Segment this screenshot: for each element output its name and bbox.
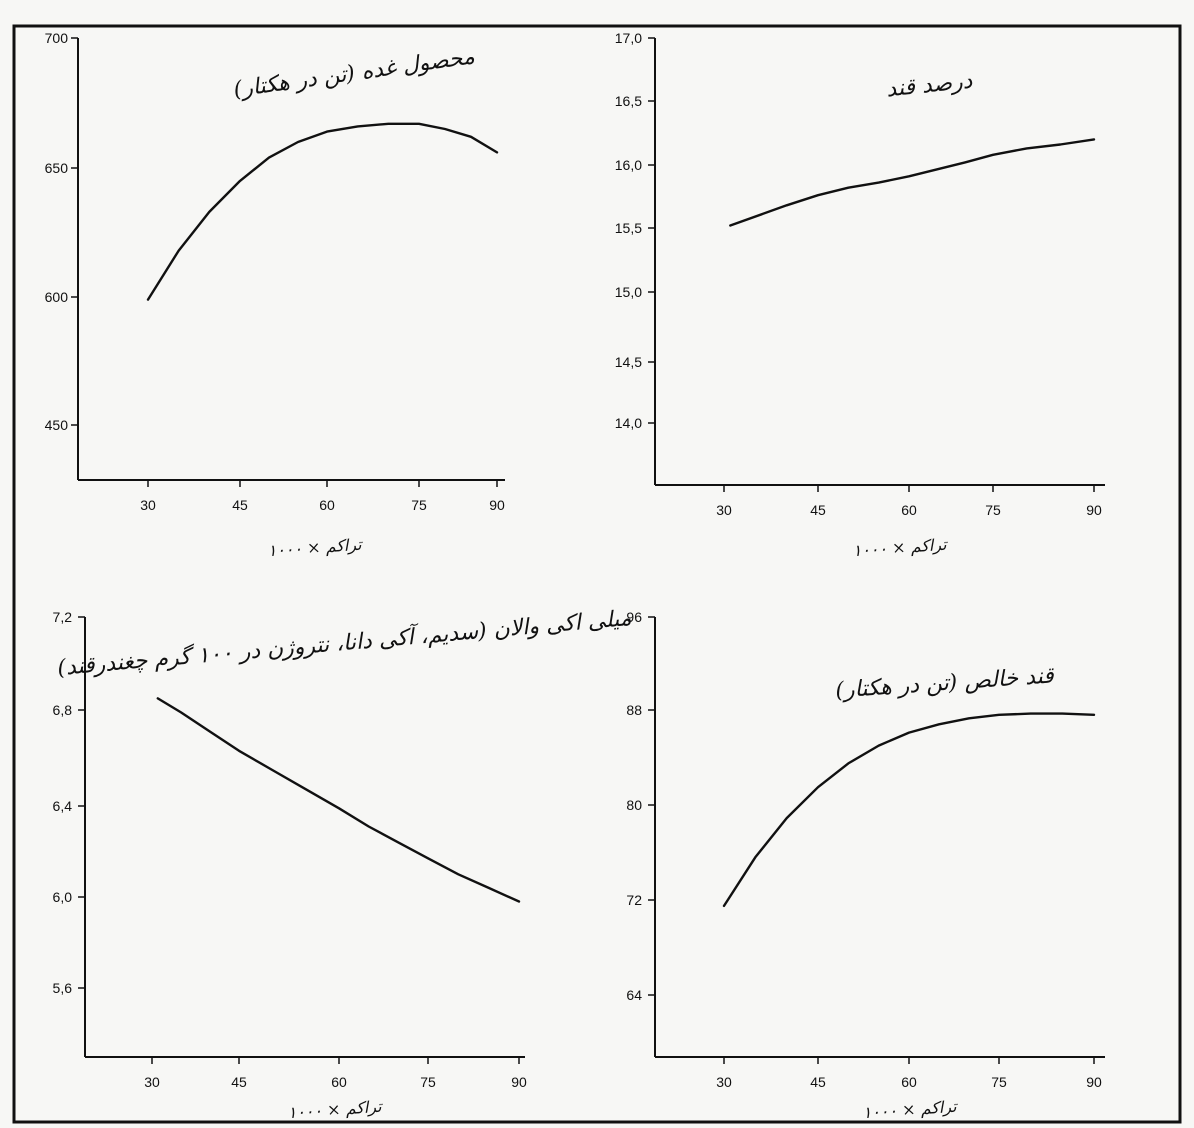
y-tick-label: 600 — [45, 289, 69, 305]
chart-title: درصد قند — [885, 69, 974, 103]
x-axis-label: تراکم × ۱۰۰۰ — [287, 1097, 384, 1123]
x-tick-label: 60 — [331, 1074, 347, 1090]
x-tick-label: 60 — [901, 1074, 917, 1090]
x-tick-label: 30 — [716, 1074, 732, 1090]
chart-title: محصول غده (تن در هکتار) — [232, 44, 476, 103]
series-line — [722, 712, 1096, 908]
page-border — [12, 24, 1182, 1124]
x-tick-label: 75 — [420, 1074, 436, 1090]
x-axis-label: تراکم × ۱۰۰۰ — [852, 535, 949, 561]
y-tick-label: 15,5 — [615, 220, 642, 236]
y-tick-label: 650 — [45, 160, 69, 176]
y-tick-label: 6,4 — [53, 798, 73, 814]
y-tick-label: 64 — [626, 987, 642, 1003]
y-tick-label: 88 — [626, 702, 642, 718]
series-line — [146, 122, 499, 301]
y-tick-label: 80 — [626, 797, 642, 813]
x-tick-label: 90 — [511, 1074, 527, 1090]
y-tick-label: 14,5 — [615, 354, 642, 370]
x-tick-label: 45 — [810, 502, 826, 518]
x-tick-label: 90 — [1086, 1074, 1102, 1090]
chart-panel-1: 450 600 650 700 30 45 60 75 90 محصول غده (تن در ه… — [45, 30, 505, 560]
y-tick-label: 5,6 — [53, 980, 73, 996]
y-tick-label: 6,8 — [53, 702, 73, 718]
y-tick-label: 15,0 — [615, 284, 642, 300]
y-tick-label: 96 — [626, 609, 642, 625]
x-tick-label: 60 — [319, 497, 335, 513]
x-tick-label: 60 — [901, 502, 917, 518]
y-tick-label: 72 — [626, 892, 642, 908]
chart-title: (سدیم، آکی دانا، نتروژن در ۱۰۰ گرم چغندر… — [56, 604, 633, 681]
x-tick-label: 30 — [716, 502, 732, 518]
x-axis-label: تراکم × ۱۰۰۰ — [267, 535, 364, 561]
series-line — [156, 697, 521, 903]
x-tick-label: 90 — [1086, 502, 1102, 518]
y-tick-label: 700 — [45, 30, 69, 46]
x-tick-label: 45 — [232, 497, 248, 513]
y-tick-label: 16,5 — [615, 93, 642, 109]
series-line — [729, 138, 1096, 227]
x-tick-label: 75 — [411, 497, 427, 513]
x-axis-label: تراکم × ۱۰۰۰ — [862, 1097, 959, 1123]
x-tick-label: 45 — [810, 1074, 826, 1090]
x-tick-label: 75 — [991, 1074, 1007, 1090]
x-tick-label: 45 — [231, 1074, 247, 1090]
y-tick-label: 17,0 — [615, 30, 642, 46]
x-tick-label: 30 — [144, 1074, 160, 1090]
chart-panel-3: 5,6 6,0 6,4 6,8 7,2 30 45 60 75 90 (سدیم، آکی دانا… — [53, 604, 633, 1122]
y-tick-label: 450 — [45, 417, 69, 433]
y-tick-label: 16,0 — [615, 157, 642, 173]
chart-panel-2: 14,0 14,5 15,0 15,5 16,0 16,5 17,0 30 45 60 75 90 در… — [615, 30, 1105, 560]
chart-title: قند خالص (تن در هکتار) — [835, 663, 1056, 703]
chart-panel-4: 64 72 80 88 96 30 45 60 75 90 قند خالص (تن در هکتا… — [626, 609, 1105, 1122]
x-tick-label: 30 — [140, 497, 156, 513]
y-tick-label: 14,0 — [615, 415, 642, 431]
y-tick-label: 7,2 — [53, 609, 73, 625]
x-tick-label: 75 — [985, 502, 1001, 518]
y-tick-label: 6,0 — [53, 889, 73, 905]
x-tick-label: 90 — [489, 497, 505, 513]
